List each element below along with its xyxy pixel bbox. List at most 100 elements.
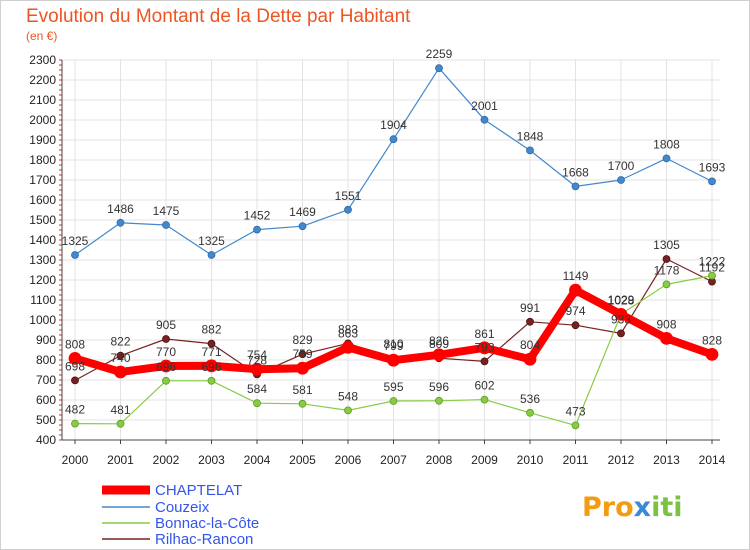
x-tick-label: 2010 [517, 453, 544, 467]
data-label: 809 [429, 337, 449, 351]
legend-label: Bonnac-la-Côte [155, 515, 259, 532]
chart-subtitle: (en €) [26, 29, 57, 43]
y-tick-label: 1200 [29, 273, 56, 287]
data-point [432, 348, 446, 362]
data-point [162, 376, 170, 385]
data-label: 595 [383, 380, 403, 394]
logo-part-3: iti [651, 492, 682, 523]
logo-part-2: x [634, 492, 651, 523]
x-tick-label: 2013 [653, 453, 680, 467]
data-point [207, 251, 216, 259]
data-label: 1325 [62, 234, 89, 248]
y-tick-label: 500 [36, 413, 56, 427]
data-point [71, 376, 79, 385]
data-label: 740 [110, 351, 130, 365]
data-point [68, 351, 82, 365]
data-point [71, 419, 79, 428]
y-tick-label: 2300 [29, 53, 56, 67]
data-label: 808 [65, 337, 85, 351]
data-label: 2001 [471, 99, 498, 113]
x-tick-label: 2001 [107, 453, 134, 467]
x-tick-label: 2014 [699, 453, 726, 467]
x-tick-label: 2008 [426, 453, 453, 467]
data-point [116, 218, 125, 227]
data-point [387, 353, 400, 367]
data-label: 793 [474, 340, 494, 354]
data-point [298, 350, 307, 359]
data-point [523, 352, 537, 366]
x-tick-label: 2009 [471, 453, 498, 467]
data-label: 804 [520, 338, 540, 352]
y-tick-label: 1900 [29, 133, 56, 147]
data-label: 770 [156, 345, 176, 359]
data-label: 754 [247, 348, 267, 362]
data-point [162, 335, 170, 343]
data-point [207, 339, 216, 348]
data-point [705, 347, 719, 361]
y-tick-label: 1300 [29, 253, 56, 267]
data-label: 1325 [198, 234, 225, 248]
y-tick-label: 400 [36, 433, 56, 447]
data-point [389, 135, 398, 144]
data-labels: 808 740 770 771 754 759 863 799 826 861 804 1149 102… [62, 47, 726, 418]
data-point [298, 222, 307, 231]
data-point [341, 340, 355, 354]
x-tick-label: 2012 [608, 453, 635, 467]
data-point [250, 362, 264, 376]
y-tick-label: 800 [36, 353, 56, 367]
data-point [344, 406, 352, 415]
legend: CHAPTELATCouzeixBonnac-la-CôteRilhac-Ran… [102, 482, 259, 548]
data-point [571, 321, 580, 330]
data-label: 1222 [699, 255, 726, 269]
data-label: 1192 [699, 261, 725, 275]
y-tick-label: 600 [36, 393, 56, 407]
y-tick-label: 1500 [29, 213, 56, 227]
data-point [480, 357, 489, 366]
y-tick-label: 1700 [29, 173, 56, 187]
data-label: 1305 [653, 238, 680, 252]
y-tick-label: 700 [36, 373, 56, 387]
data-point [526, 317, 534, 326]
data-label: 1808 [653, 137, 680, 151]
data-point [662, 280, 671, 289]
data-label: 1700 [608, 159, 635, 173]
data-label: 596 [429, 380, 449, 394]
data-label: 908 [656, 317, 676, 331]
data-label: 1668 [562, 165, 589, 179]
data-label: 581 [292, 383, 312, 397]
data-label: 905 [156, 318, 176, 332]
data-label: 536 [520, 392, 540, 406]
data-label: 799 [383, 339, 403, 353]
data-label: 696 [201, 360, 221, 374]
y-tick-label: 1800 [29, 153, 56, 167]
x-tick-label: 2005 [289, 453, 316, 467]
x-tick-label: 2007 [380, 453, 407, 467]
data-point [114, 365, 127, 379]
data-point [71, 251, 79, 259]
data-point [478, 341, 491, 355]
data-label: 1178 [654, 263, 680, 277]
data-label: 1469 [289, 205, 316, 219]
data-label: 1029 [608, 293, 635, 307]
y-tick-label: 1000 [29, 313, 56, 327]
data-label: 826 [429, 334, 449, 348]
x-tick-label: 2004 [244, 453, 271, 467]
data-label: 882 [201, 323, 221, 337]
data-point [480, 395, 489, 404]
data-point [480, 115, 489, 124]
y-tick-label: 2200 [29, 73, 56, 87]
data-point [435, 64, 443, 73]
series-lines [68, 64, 719, 430]
data-point [571, 182, 580, 191]
data-point [614, 307, 628, 321]
data-label: 883 [338, 322, 358, 336]
y-tick-label: 1400 [29, 233, 56, 247]
data-point [344, 205, 352, 214]
data-point [253, 225, 261, 234]
data-point [116, 419, 125, 428]
data-label: 473 [565, 404, 585, 418]
data-label: 829 [292, 333, 312, 347]
data-point [708, 271, 716, 280]
y-tick-label: 2000 [29, 113, 56, 127]
